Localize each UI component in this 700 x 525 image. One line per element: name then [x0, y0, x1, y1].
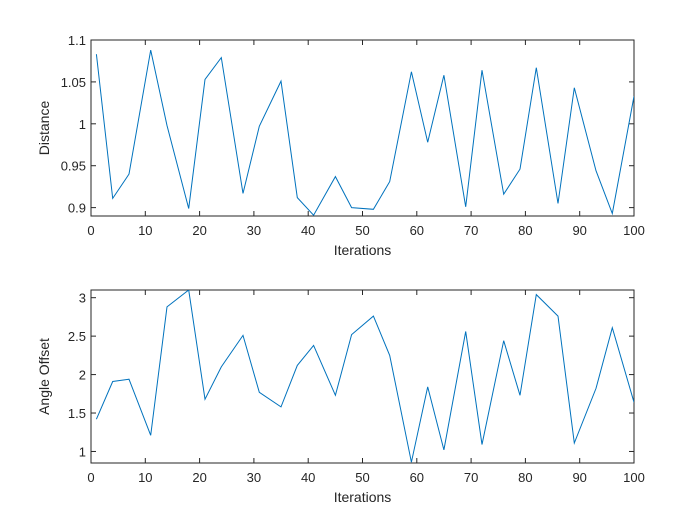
angle-offset-x-tick-label: 70: [464, 470, 478, 485]
distance-plot-area: [90, 39, 635, 217]
distance-x-tick-label: 10: [138, 223, 152, 238]
distance-x-axis-label: Iterations: [334, 242, 392, 258]
angle-offset-x-tick-label: 90: [572, 470, 586, 485]
distance-y-tick-label: 1.1: [68, 33, 86, 48]
angle-offset-x-axis-label: Iterations: [334, 489, 392, 505]
angle-offset-x-tick-label: 20: [192, 470, 206, 485]
angle-offset-y-tick-label: 3: [79, 291, 86, 306]
distance-x-tick-label: 0: [87, 223, 94, 238]
distance-x-tick-label: 30: [247, 223, 261, 238]
distance-y-tick-label: 1: [79, 117, 86, 132]
angle-offset-y-tick-label: 1: [79, 444, 86, 459]
angle-offset-x-tick-label: 80: [518, 470, 532, 485]
distance-x-tick-label: 90: [572, 223, 586, 238]
angle-offset-y-tick-label: 2.5: [68, 329, 86, 344]
angle-offset-plot-area: [90, 289, 635, 464]
angle-offset-series-line: [95, 290, 634, 463]
angle-offset-subplot: 0 10 20 30 40 50 60 70 80 90 100 1 1.5 2 2.5 3 Iteration…: [36, 289, 645, 505]
distance-y-tick-label: 1.05: [61, 75, 86, 90]
distance-x-tick-label: 60: [410, 223, 424, 238]
distance-y-tick-label: 0.95: [61, 159, 86, 174]
distance-subplot: 0 10 20 30 40 50 60 70 80 90 100 0.9 0.95 1 1.05 1.1 Ite…: [36, 33, 645, 258]
angle-offset-x-tick-label: 100: [623, 470, 645, 485]
distance-x-tick-label: 80: [518, 223, 532, 238]
angle-offset-x-tick-label: 0: [87, 470, 94, 485]
distance-x-tick-label: 100: [623, 223, 645, 238]
distance-y-tick-label: 0.9: [68, 201, 86, 216]
distance-x-tick-label: 70: [464, 223, 478, 238]
angle-offset-x-tick-label: 10: [138, 470, 152, 485]
distance-x-tick-label: 50: [355, 223, 369, 238]
angle-offset-x-tick-label: 60: [410, 470, 424, 485]
angle-offset-y-tick-label: 2: [79, 368, 86, 383]
angle-offset-x-tick-label: 50: [355, 470, 369, 485]
angle-offset-x-tick-label: 30: [247, 470, 261, 485]
angle-offset-y-axis-label: Angle Offset: [36, 338, 52, 415]
angle-offset-y-tick-label: 1.5: [68, 406, 86, 421]
angle-offset-x-tick-label: 40: [301, 470, 315, 485]
distance-series-line: [95, 49, 634, 216]
distance-x-tick-label: 20: [192, 223, 206, 238]
distance-y-axis-label: Distance: [36, 101, 52, 156]
distance-x-tick-label: 40: [301, 223, 315, 238]
